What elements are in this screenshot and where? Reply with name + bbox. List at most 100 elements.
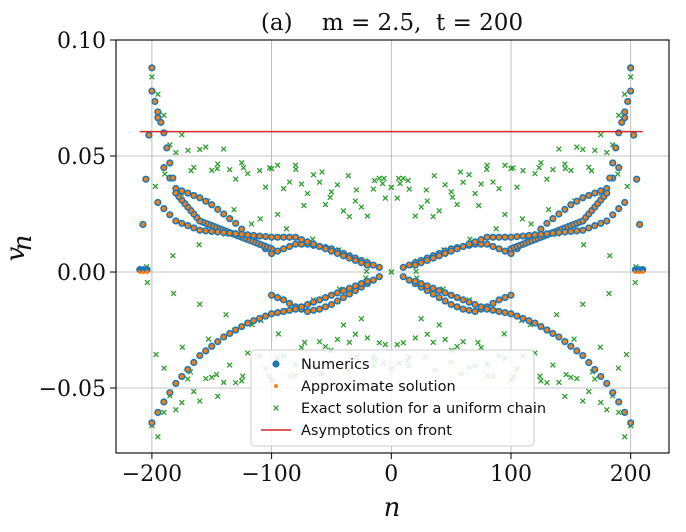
exact-point-stroke [301,202,307,209]
approx-point [550,216,555,221]
exact-point-stroke [436,322,443,328]
exact-point [161,171,168,177]
exact-point [573,144,580,151]
exact-point-stroke [563,371,569,378]
exact-point-stroke [202,375,209,382]
exact-point [394,341,401,348]
exact-point [621,91,628,98]
exact-point [358,204,365,210]
exact-point [514,184,520,191]
exact-point [475,339,481,346]
approx-point [317,244,322,249]
approx-point [497,246,502,251]
exact-point [274,162,281,169]
approx-point [275,295,280,300]
exact-point-stroke [544,379,550,386]
exact-point-stroke [579,146,586,153]
legend: Numerics Approximate solution Exact soluti… [250,349,546,447]
exact-point-stroke [460,179,466,186]
approx-point [167,212,172,217]
exact-point-stroke [400,175,407,182]
approx-point [473,309,478,314]
approx-point [173,218,178,223]
exact-point-stroke [382,195,389,201]
approx-point [287,301,292,306]
approx-point [514,234,519,239]
exact-point-stroke [562,161,568,167]
exact-point-stroke [262,184,269,191]
exact-point [478,181,484,187]
approx-point [520,234,525,239]
approx-point [610,160,615,165]
exact-point [248,221,255,227]
approx-point [449,249,454,254]
exact-point-stroke [388,269,395,275]
exact-point-stroke [457,169,464,175]
exact-point-stroke [169,252,176,259]
approx-point [245,321,250,326]
exact-point [597,131,604,138]
x-tick-label: 0 [384,462,398,487]
approx-point [275,249,280,254]
approx-point [538,227,543,232]
exact-point [536,164,542,171]
exact-point [591,147,598,154]
exact-point [556,146,562,152]
approx-point [431,256,436,261]
approx-point [233,328,238,333]
exact-point-stroke [490,179,496,185]
exact-point-stroke [412,213,419,219]
exact-point [448,189,455,195]
exact-point-stroke [591,147,598,154]
exact-point-stroke [316,179,323,186]
approx-point [311,300,316,305]
exact-point [208,167,215,174]
approx-point [263,234,268,239]
exact-point-stroke [550,166,556,173]
approx-point [245,232,250,237]
approx-point [221,334,226,339]
approx-point [467,308,472,313]
approx-point [281,246,286,251]
approx-point [353,288,358,293]
exact-point [346,339,353,346]
exact-point-stroke [226,362,233,368]
approx-point [347,286,352,291]
exact-point [223,311,229,318]
approx-point [221,212,226,217]
exact-point [364,213,371,219]
approx-point [461,307,466,312]
approx-point [140,222,145,227]
y-tick-label: 0.10 [57,29,106,54]
exact-point-stroke [364,213,371,219]
approx-point [449,302,454,307]
approx-point [167,160,172,165]
exact-point-stroke [208,167,215,174]
approx-point [155,410,160,415]
exact-point [490,179,496,185]
exact-point-stroke [152,183,159,190]
approx-point [281,297,286,302]
exact-point [423,187,430,193]
y-tick-label: −0.05 [39,377,106,402]
exact-point-stroke [615,409,622,416]
approx-point [329,249,334,254]
approx-point [631,133,636,138]
approx-point [221,230,226,235]
approx-point [401,274,406,279]
approx-point [227,331,232,336]
approx-point [152,99,157,104]
approx-point [467,300,472,305]
approx-point [425,288,430,293]
exact-point-stroke [483,166,490,173]
approx-point [317,297,322,302]
approx-point [473,302,478,307]
exact-point-stroke [406,186,413,192]
exact-point-stroke [376,339,383,346]
legend-box [250,349,535,447]
approx-point [443,251,448,256]
exact-point [400,175,407,182]
exact-point [301,202,307,209]
exact-point-stroke [567,167,574,174]
